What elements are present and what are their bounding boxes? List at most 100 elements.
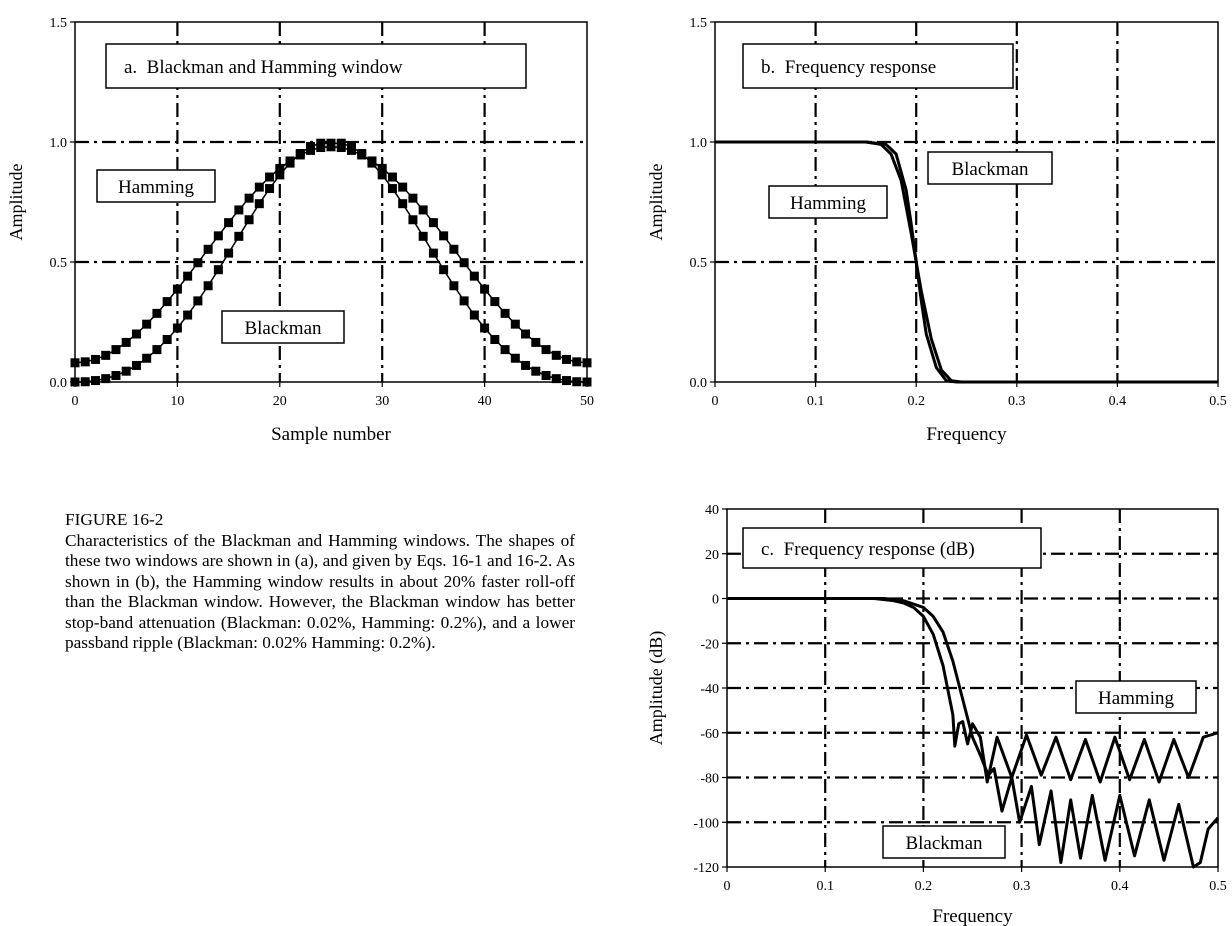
- series-hamming-point: [234, 205, 244, 215]
- y-axis-label: Amplitude: [646, 163, 666, 240]
- series-blackman-point: [265, 184, 275, 194]
- series-hamming-point: [213, 231, 223, 241]
- caption-text: Characteristics of the Blackman and Hamm…: [65, 530, 575, 653]
- series-hamming-point: [428, 218, 438, 228]
- series-blackman-point: [101, 374, 111, 384]
- x-tick-label: 10: [170, 394, 184, 409]
- series-blackman-point: [490, 335, 500, 345]
- series-label-box: [96, 169, 216, 203]
- series-hamming-point: [111, 345, 121, 355]
- series-hamming-point: [480, 284, 490, 294]
- series-blackman-point: [541, 371, 551, 381]
- chart-title-box: [742, 43, 1014, 89]
- x-tick-label: 0.5: [1209, 879, 1227, 894]
- y-tick-label: -80: [700, 772, 719, 787]
- series-hamming-point: [90, 354, 100, 364]
- series-blackman-point: [316, 138, 326, 148]
- series-blackman-point: [306, 142, 316, 152]
- series-blackman-point: [469, 310, 479, 320]
- series-hamming-point: [265, 172, 275, 182]
- series-hamming-point: [500, 308, 510, 318]
- series-hamming-point: [439, 231, 449, 241]
- series-blackman-point: [213, 265, 223, 275]
- series-blackman-line: [715, 140, 1218, 384]
- series-blackman-point: [510, 353, 520, 363]
- series-hamming-point: [70, 358, 80, 368]
- series-blackman-point: [408, 215, 418, 225]
- x-tick-label: 0.1: [816, 879, 834, 894]
- series-hamming-point: [398, 182, 408, 192]
- x-tick-label: 0.4: [1111, 879, 1129, 894]
- series-hamming-point: [121, 337, 131, 347]
- series-blackman-point: [346, 142, 356, 152]
- series-hamming-point: [224, 218, 234, 228]
- series-hamming-point: [418, 205, 428, 215]
- series-blackman-point: [387, 184, 397, 194]
- series-label-hamming: Hamming: [118, 177, 194, 198]
- series-blackman-point: [172, 323, 182, 333]
- y-tick-label: -100: [693, 816, 719, 831]
- series-blackman-point: [275, 170, 285, 180]
- y-tick-label: 1.0: [690, 136, 708, 151]
- series-label-box: [768, 185, 888, 219]
- series-hamming-point: [562, 354, 572, 364]
- series-label-blackman: Blackman: [244, 318, 322, 339]
- series-label-box: [927, 151, 1053, 185]
- series-label-hamming: Hamming: [1098, 688, 1174, 709]
- series-label-box: [882, 825, 1006, 859]
- y-tick-label: 1.5: [50, 16, 68, 31]
- series-label-box: [1075, 680, 1197, 714]
- x-tick-label: 30: [375, 394, 389, 409]
- series-blackman-point: [244, 215, 254, 225]
- series-label-blackman: Blackman: [905, 833, 983, 854]
- y-tick-label: 40: [705, 503, 719, 518]
- plot-frame: [74, 21, 588, 383]
- series-hamming-point: [183, 271, 193, 281]
- series-blackman-line: [727, 597, 1220, 869]
- series-hamming-point: [131, 329, 141, 339]
- series-blackman-point: [203, 281, 213, 291]
- x-tick-label: 20: [273, 394, 287, 409]
- series-blackman-point: [111, 371, 121, 381]
- chart-title: a. Blackman and Hamming window: [124, 57, 403, 78]
- series-blackman-point: [295, 149, 305, 159]
- y-tick-label: 0.0: [50, 376, 68, 391]
- series-blackman-point: [183, 310, 193, 320]
- series-hamming-point: [469, 271, 479, 281]
- x-tick-label: 40: [478, 394, 492, 409]
- series-blackman-point: [357, 149, 367, 159]
- x-tick-label: 0.4: [1109, 394, 1127, 409]
- y-tick-label: -20: [700, 637, 719, 652]
- y-axis-label: Amplitude (dB): [646, 631, 667, 746]
- series-blackman-point: [90, 376, 100, 386]
- y-tick-label: -60: [700, 727, 719, 742]
- x-axis-label: Sample number: [271, 424, 391, 445]
- series-hamming-point: [203, 244, 213, 254]
- series-hamming-point: [521, 329, 531, 339]
- y-tick-label: -120: [693, 861, 719, 876]
- series-hamming-point: [275, 163, 285, 173]
- y-tick-label: 0.5: [50, 256, 68, 271]
- series-label-hamming: Hamming: [790, 193, 866, 214]
- series-blackman-point: [80, 377, 90, 387]
- series-hamming-point: [387, 172, 397, 182]
- series-hamming-point: [582, 358, 592, 368]
- x-tick-label: 0.5: [1209, 394, 1227, 409]
- chart-b: 0 0.1 0.2 0.3 0.4 0.5 0.0 0.5 1.0 1.5 Frequency Amp…: [646, 16, 1227, 445]
- series-hamming-point: [551, 350, 561, 360]
- chart-title-box: [105, 43, 527, 89]
- series-hamming-point: [510, 319, 520, 329]
- x-tick-label: 0: [72, 394, 79, 409]
- series-blackman-point: [459, 296, 469, 306]
- series-blackman-point: [398, 199, 408, 209]
- series-blackman-point: [142, 353, 152, 363]
- series-hamming-point: [449, 244, 459, 254]
- x-tick-label: 0: [724, 879, 731, 894]
- series-blackman-point: [152, 345, 162, 355]
- series-hamming-point: [490, 297, 500, 307]
- series-blackman-point: [439, 265, 449, 275]
- series-blackman-point: [551, 374, 561, 384]
- series-hamming-point: [572, 357, 582, 367]
- x-axis-label: Frequency: [926, 424, 1007, 445]
